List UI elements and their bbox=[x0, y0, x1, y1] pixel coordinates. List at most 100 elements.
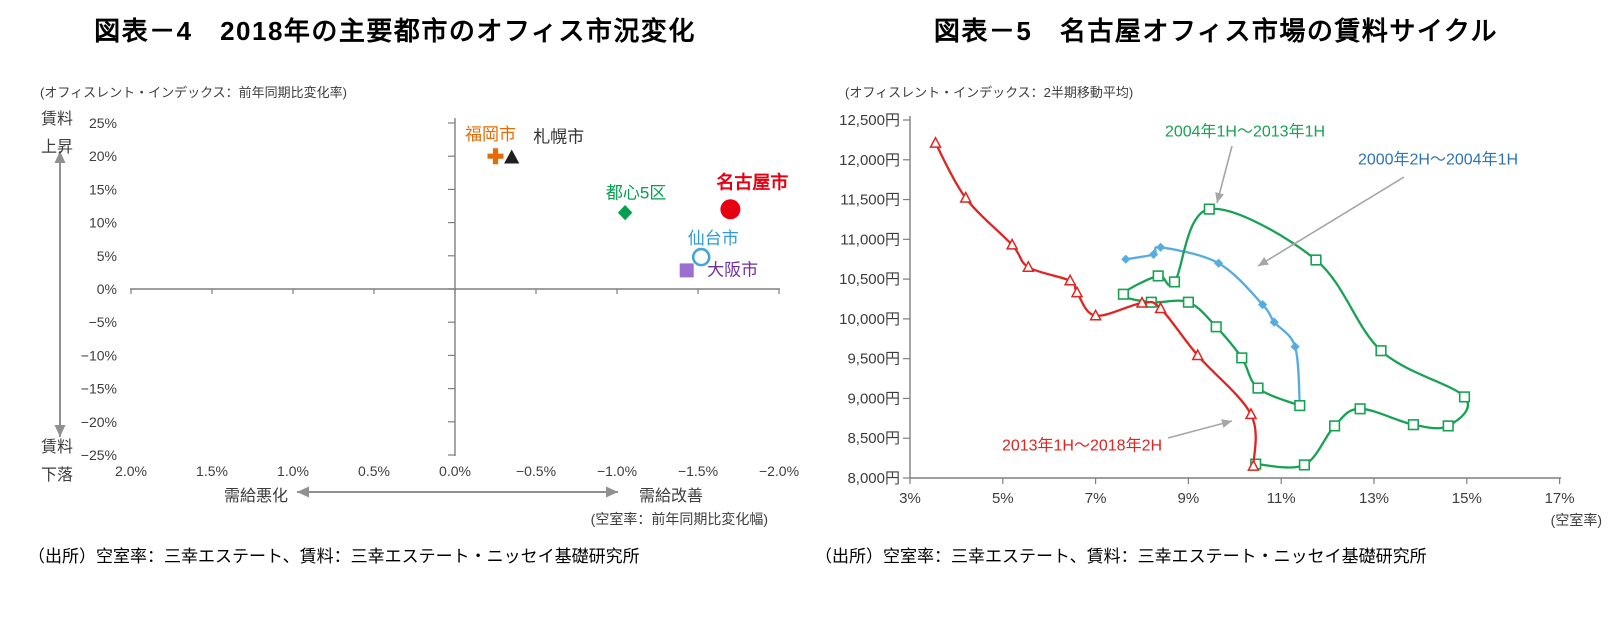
fig4-x-tick-label: −0.5% bbox=[516, 463, 556, 479]
fig5-annotation-arrowhead-green bbox=[1215, 192, 1224, 203]
fig4-x-tick-label: −2.0% bbox=[759, 463, 799, 479]
fig4-x-tick-label: 2.0% bbox=[115, 463, 147, 479]
fig4-y-tick-label: −20% bbox=[81, 414, 117, 430]
fig5-series-green-marker bbox=[1310, 254, 1322, 266]
fig5-series-green-marker bbox=[1152, 270, 1164, 282]
fig5-series-green-marker bbox=[1407, 419, 1420, 431]
fig5-series-red-marker bbox=[929, 136, 942, 148]
fig4-label-osaka: 大阪市 bbox=[707, 260, 758, 279]
fig4-label-sapporo: 札幌市 bbox=[533, 128, 584, 147]
figure5-title: 図表－5 名古屋オフィス市場の賃料サイクル bbox=[933, 16, 1499, 46]
fig5-x-tick-label: 7% bbox=[1085, 490, 1107, 507]
fig5-series-green-marker bbox=[1458, 391, 1471, 403]
fig4-x-tick-label: −1.5% bbox=[678, 463, 718, 479]
fig4-supply-worsen-label: 需給悪化 bbox=[223, 488, 288, 505]
fig5-x-unit-note: (空室率) bbox=[1550, 512, 1602, 528]
fig4-marker-toshin5ku bbox=[617, 205, 633, 221]
fig5-series-red-marker bbox=[1070, 285, 1084, 298]
fig4-rent-direction-arrow-head-b bbox=[54, 151, 66, 163]
fig5-y-tick-label: 12,000円 bbox=[839, 152, 900, 169]
fig4-marker-fukuoka bbox=[487, 148, 504, 165]
fig4-supply-improve-label: 需給改善 bbox=[638, 488, 703, 505]
fig5-series-green-marker bbox=[1354, 403, 1366, 415]
fig5-annotation-red: 2013年1H～2018年2H bbox=[1002, 437, 1162, 455]
fig5-series-green-marker bbox=[1294, 400, 1306, 412]
fig5-y-tick-label: 8,000円 bbox=[847, 470, 900, 487]
fig5-series-green-marker bbox=[1442, 420, 1454, 432]
fig5-y-tick-label: 8,500円 bbox=[847, 430, 900, 447]
fig4-supply-direction-arrow-head-b bbox=[297, 486, 309, 498]
fig5-annotation-arrow-blue bbox=[1257, 176, 1405, 267]
fig4-label-toshin5ku: 都心5区 bbox=[606, 184, 666, 203]
fig5-y-tick-label: 10,500円 bbox=[839, 271, 900, 288]
fig4-y-tick-label: 0% bbox=[97, 281, 117, 297]
fig4-y-tick-label: 25% bbox=[89, 115, 117, 131]
fig4-rent-rise-line2: 上昇 bbox=[40, 139, 73, 156]
fig5-x-tick-label: 5% bbox=[992, 490, 1014, 507]
fig4-rent-rise-label: 賃料 上昇 bbox=[26, 106, 88, 162]
figure4-axis-note: (オフィスレント・インデックス：前年同期比変化率) bbox=[40, 85, 348, 100]
fig5-series-blue-marker bbox=[1214, 258, 1224, 268]
fig4-label-sendai: 仙台市 bbox=[688, 229, 739, 248]
figure5-source: （出所）空室率：三幸エステート、賃料：三幸エステート・ニッセイ基礎研究所 bbox=[815, 547, 1427, 566]
fig5-series-green-marker bbox=[1298, 459, 1311, 471]
fig5-x-tick-label: 9% bbox=[1178, 490, 1200, 507]
fig4-x-unit-note: (空室率：前年同期比変化幅) bbox=[590, 511, 768, 527]
fig4-y-tick-label: −10% bbox=[81, 347, 117, 363]
fig5-series-green-marker bbox=[1252, 382, 1264, 394]
fig5-x-tick-label: 17% bbox=[1545, 490, 1575, 507]
fig5-annotation-arrow-red bbox=[1167, 420, 1233, 439]
fig5-series-red-marker bbox=[1191, 348, 1204, 361]
fig4-rent-rise-line1: 賃料 bbox=[40, 111, 73, 128]
fig5-x-tick-label: 3% bbox=[899, 490, 921, 507]
fig4-label-nagoya: 名古屋市 bbox=[716, 171, 788, 192]
fig4-label-fukuoka: 福岡市 bbox=[465, 125, 516, 144]
fig5-annotation-arrowhead-red bbox=[1221, 419, 1232, 428]
fig5-y-tick-label: 9,000円 bbox=[847, 390, 900, 407]
fig4-y-tick-label: −15% bbox=[81, 381, 117, 397]
fig4-rent-fall-line1: 賃料 bbox=[40, 439, 73, 456]
fig4-marker-nagoya bbox=[720, 199, 741, 220]
fig4-y-tick-label: −5% bbox=[89, 314, 117, 330]
fig4-rent-direction-arrow-head-a bbox=[54, 425, 66, 437]
fig4-x-tick-label: 1.5% bbox=[196, 463, 228, 479]
figure4-title: 図表－4 2018年の主要都市のオフィス市況変化 bbox=[94, 16, 696, 46]
fig5-series-red-marker bbox=[1005, 237, 1019, 250]
fig4-marker-sendai bbox=[691, 247, 711, 267]
fig5-series-green-marker bbox=[1328, 420, 1341, 432]
fig5-y-tick-label: 11,500円 bbox=[840, 192, 900, 209]
fig5-series-green-marker bbox=[1203, 203, 1215, 215]
fig4-y-tick-label: 5% bbox=[97, 248, 117, 264]
fig5-annotation-blue: 2000年2H～2004年1H bbox=[1358, 151, 1518, 169]
fig4-marker-osaka bbox=[679, 263, 694, 278]
fig5-series-red-marker bbox=[1063, 273, 1077, 286]
fig4-y-tick-label: 20% bbox=[89, 148, 117, 164]
fig4-supply-direction-arrow-head-a bbox=[606, 486, 618, 498]
fig5-annotation-green: 2004年1H～2013年1H bbox=[1165, 123, 1325, 141]
fig4-y-tick-label: −25% bbox=[81, 447, 117, 463]
fig4-x-tick-label: −1.0% bbox=[597, 463, 637, 479]
fig5-y-tick-label: 10,000円 bbox=[839, 311, 900, 328]
fig4-x-tick-label: 0.0% bbox=[439, 463, 471, 479]
fig4-marker-sapporo bbox=[504, 149, 520, 164]
fig5-series-red-marker bbox=[1244, 407, 1258, 420]
fig5-series-blue-marker bbox=[1121, 254, 1131, 264]
fig5-series-green-marker bbox=[1375, 345, 1387, 357]
fig5-series-green-marker bbox=[1210, 321, 1222, 333]
fig5-y-tick-label: 9,500円 bbox=[847, 351, 900, 368]
figure4-source: （出所）空室率：三幸エステート、賃料：三幸エステート・ニッセイ基礎研究所 bbox=[28, 547, 640, 566]
fig5-x-tick-label: 11% bbox=[1267, 490, 1296, 507]
fig4-x-tick-label: 1.0% bbox=[277, 463, 309, 479]
fig5-series-blue-marker bbox=[1290, 342, 1300, 352]
fig5-y-tick-label: 12,500円 bbox=[839, 112, 900, 129]
fig4-x-tick-label: 0.5% bbox=[358, 463, 390, 479]
fig5-series-green-marker bbox=[1236, 352, 1248, 364]
fig5-series-blue-marker bbox=[1258, 300, 1268, 310]
fig4-rent-fall-label: 賃料 下落 bbox=[26, 434, 88, 490]
fig5-x-tick-label: 13% bbox=[1359, 490, 1389, 507]
figure5-axis-note: (オフィスレント・インデックス：2半期移動平均) bbox=[845, 85, 1134, 100]
fig5-series-green-marker bbox=[1182, 296, 1195, 308]
fig5-series-red-marker bbox=[1247, 459, 1260, 471]
